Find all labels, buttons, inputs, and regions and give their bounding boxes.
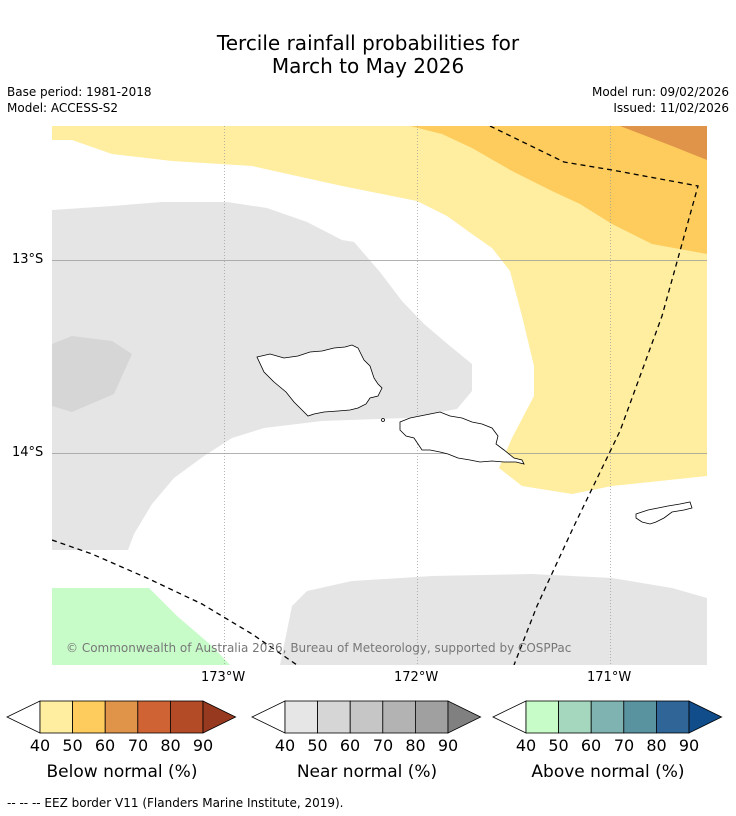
below-normal-60-region <box>620 126 707 160</box>
upolu-island <box>399 411 525 465</box>
near-under-arrow <box>251 700 286 734</box>
near-tick-50: 50 <box>307 736 328 755</box>
tutuila-island <box>635 501 693 525</box>
near-segment-2 <box>317 700 351 734</box>
near-segment-4 <box>382 700 416 734</box>
below-normal-50-region <box>410 126 707 254</box>
near-normal-colorbar <box>251 700 482 734</box>
above-over-arrow <box>688 700 723 734</box>
above-segment-1 <box>525 700 559 734</box>
above-segment-3 <box>590 700 625 734</box>
eez-border-east <box>489 126 699 665</box>
eez-footnote: -- -- -- EEZ border V11 (Flanders Marine… <box>7 796 344 810</box>
lon-label-172w: 172°W <box>394 670 439 685</box>
below-over-arrow <box>202 700 237 734</box>
near-tick-80: 80 <box>405 736 426 755</box>
above-tick-50: 50 <box>548 736 569 755</box>
below-normal-colorbar <box>6 700 237 734</box>
near-segment-1 <box>284 700 318 734</box>
above-normal-colorbar <box>492 700 723 734</box>
above-segment-4 <box>623 700 657 734</box>
map-title-line-1: Tercile rainfall probabilities for <box>216 31 520 55</box>
copyright-notice: © Commonwealth of Australia 2026, Bureau… <box>66 641 572 655</box>
issued-date: Issued: 11/02/2026 <box>613 101 729 115</box>
below-tick-70: 70 <box>127 736 149 755</box>
below-segment-5 <box>169 700 204 734</box>
near-tick-70: 70 <box>372 736 394 755</box>
base-period: Base period: 1981-2018 <box>7 85 152 99</box>
lon-label-173w: 173°W <box>201 670 246 685</box>
near-tick-60: 60 <box>339 736 361 755</box>
above-segment-2 <box>558 700 592 734</box>
lat-label-14s: 14°S <box>12 445 44 460</box>
near-normal-40-region-south <box>280 574 707 665</box>
near-over-arrow <box>447 700 482 734</box>
rainfall-probability-map: © Commonwealth of Australia 2026, Bureau… <box>52 126 707 665</box>
lon-label-171w: 171°W <box>587 670 632 685</box>
near-normal-40-region-west <box>52 202 472 550</box>
below-segment-1 <box>39 700 73 734</box>
below-tick-90: 90 <box>192 736 214 755</box>
above-tick-40: 40 <box>515 736 537 755</box>
above-segment-5 <box>655 700 690 734</box>
below-normal-40-region <box>52 126 707 494</box>
model-run-date: Model run: 09/02/2026 <box>591 85 729 99</box>
manono-islet <box>381 418 385 422</box>
below-tick-50: 50 <box>62 736 83 755</box>
near-normal-50-region <box>52 336 132 412</box>
above-normal-40-region <box>52 588 230 665</box>
near-segment-3 <box>349 700 384 734</box>
below-normal-label: Below normal (%) <box>46 762 198 782</box>
below-tick-40: 40 <box>29 736 51 755</box>
map-title-line-2: March to May 2026 <box>271 54 465 78</box>
above-under-arrow <box>492 700 527 734</box>
lat-label-13s: 13°S <box>12 252 44 267</box>
below-segment-3 <box>104 700 139 734</box>
below-tick-80: 80 <box>160 736 181 755</box>
below-tick-60: 60 <box>94 736 116 755</box>
near-tick-90: 90 <box>437 736 459 755</box>
model-name: Model: ACCESS-S2 <box>7 101 119 115</box>
below-segment-2 <box>72 700 106 734</box>
above-normal-label: Above normal (%) <box>531 762 685 782</box>
near-tick-40: 40 <box>274 736 296 755</box>
savaii-island <box>256 344 383 417</box>
above-tick-60: 60 <box>580 736 602 755</box>
near-segment-5 <box>414 700 449 734</box>
above-tick-80: 80 <box>646 736 667 755</box>
below-under-arrow <box>6 700 41 734</box>
near-normal-label: Near normal (%) <box>296 762 438 782</box>
above-tick-90: 90 <box>678 736 700 755</box>
below-segment-4 <box>137 700 171 734</box>
above-tick-70: 70 <box>613 736 635 755</box>
